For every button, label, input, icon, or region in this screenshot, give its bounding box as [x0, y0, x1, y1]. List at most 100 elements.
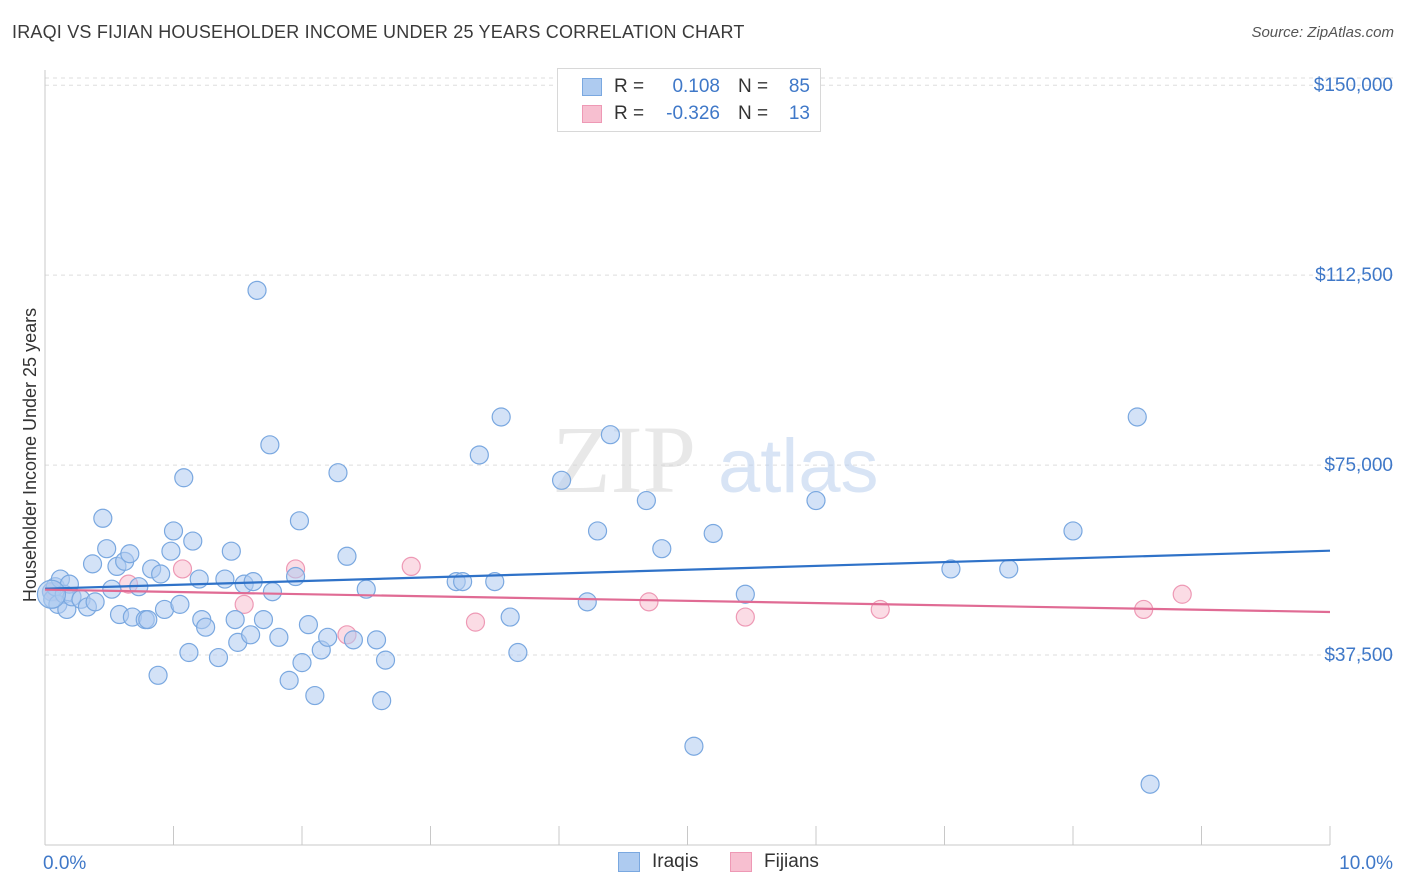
correlation-legend: R = 0.108 N = 85 R = -0.326 N = 13 [557, 68, 821, 132]
iraqis-point [161, 541, 181, 561]
iraqis-point [577, 592, 597, 612]
iraqis-point [148, 665, 168, 685]
iraqis-point [1063, 521, 1083, 541]
iraqis-point [253, 609, 274, 630]
fijians-swatch [582, 105, 602, 123]
x-tick-label: 10.0% [1339, 853, 1393, 874]
iraqis-point [328, 463, 348, 483]
iraqis-point [138, 609, 158, 630]
iraqis-points [36, 280, 1160, 794]
iraqis-point [941, 559, 961, 579]
iraqis-point [102, 579, 122, 599]
iraqis-point [806, 490, 826, 511]
trendlines [44, 549, 1331, 614]
legend-n-label: N = [738, 76, 769, 97]
fijians-point [172, 559, 193, 579]
legend-n-value: 13 [788, 103, 810, 124]
iraqis-point [269, 627, 289, 647]
iraqis-point [318, 627, 338, 647]
iraqis-point [735, 584, 755, 604]
iraqis-point [208, 647, 229, 668]
iraqis-point [285, 566, 306, 587]
iraqis-point [151, 564, 171, 584]
series-legend: Iraqis Fijians [0, 851, 1406, 877]
iraqis-point [93, 508, 113, 528]
axes [44, 70, 1331, 846]
iraqis-point [289, 511, 310, 531]
iraqis-point [179, 642, 199, 663]
iraqis-point [196, 617, 216, 637]
legend-r-label: R = [614, 103, 645, 124]
iraqis-point [551, 470, 572, 490]
iraqis-point [999, 559, 1019, 579]
iraqis-point [183, 531, 203, 551]
legend-n-value: 85 [788, 76, 810, 97]
iraqis-point [337, 546, 357, 566]
legend-r-label: R = [614, 76, 645, 97]
iraqis-point [636, 490, 656, 511]
iraqis-point [170, 594, 190, 614]
iraqis-point [215, 569, 235, 589]
iraqis-point [247, 280, 267, 300]
iraqis-point [298, 615, 319, 635]
iraqis-point [279, 670, 299, 690]
legend-r-value: -0.326 [666, 103, 720, 124]
iraqis-point [85, 592, 105, 612]
iraqis-point [652, 539, 672, 559]
iraqis-point [82, 554, 103, 574]
iraqis-legend-label: Iraqis [652, 851, 699, 872]
fijians-point [234, 594, 254, 614]
fijians-point [735, 607, 755, 627]
fijians-trendline [44, 588, 1331, 614]
fijians-legend-label: Fijians [764, 851, 819, 872]
iraqis-point [485, 572, 505, 592]
x-tick-label: 0.0% [43, 853, 86, 874]
tick-labels: $37,500 $75,000 $112,500 $150,000 0.0% 10.0% [43, 75, 1393, 874]
fijians-point [465, 612, 486, 632]
y-tick-label: $112,500 [1315, 265, 1393, 286]
iraqis-point [225, 609, 245, 630]
iraqis-point [174, 468, 194, 488]
iraqis-point [366, 630, 387, 650]
iraqis-point [262, 582, 283, 602]
iraqis-trendline [44, 549, 1331, 590]
iraqis-point [305, 685, 325, 706]
iraqis-point [587, 521, 608, 541]
iraqis-point [97, 539, 117, 559]
iraqis-legend-swatch [618, 852, 640, 872]
iraqis-point [500, 607, 520, 627]
iraqis-point [508, 642, 528, 663]
iraqis-point [703, 523, 723, 544]
legend-item-iraqis: Iraqis [618, 851, 698, 873]
iraqis-point [684, 736, 704, 756]
iraqis-point [600, 425, 621, 445]
fijians-point [1172, 584, 1192, 604]
iraqis-point [221, 541, 241, 561]
watermark-zip: ZIP [552, 406, 696, 513]
iraqis-point [1127, 407, 1147, 427]
iraqis-swatch [582, 78, 602, 96]
iraqis-point [241, 625, 261, 645]
iraqis-point [163, 521, 184, 541]
legend-r-value: 0.108 [672, 76, 720, 97]
watermark: ZIP atlas [552, 406, 879, 513]
legend-item-fijians: Fijians [730, 851, 819, 873]
iraqis-point [36, 579, 67, 609]
legend-row-fijians: R = -0.326 N = 13 [582, 101, 810, 127]
legend-n-label: N = [738, 103, 769, 124]
iraqis-point [292, 653, 312, 673]
y-tick-label: $37,500 [1324, 645, 1393, 666]
iraqis-point [1140, 774, 1160, 794]
fijians-legend-swatch [730, 852, 752, 872]
source-credit: Source: ZipAtlas.com [1251, 24, 1394, 41]
iraqis-point [469, 445, 489, 465]
iraqis-point [491, 407, 511, 427]
iraqis-point [375, 650, 396, 670]
chart-title: IRAQI VS FIJIAN HOUSEHOLDER INCOME UNDER… [12, 22, 745, 42]
y-axis-label: Householder Income Under 25 years [20, 308, 40, 602]
y-tick-label: $75,000 [1324, 455, 1393, 476]
y-tick-label: $150,000 [1314, 75, 1393, 96]
watermark-atlas: atlas [718, 424, 879, 509]
iraqis-point [120, 544, 140, 564]
